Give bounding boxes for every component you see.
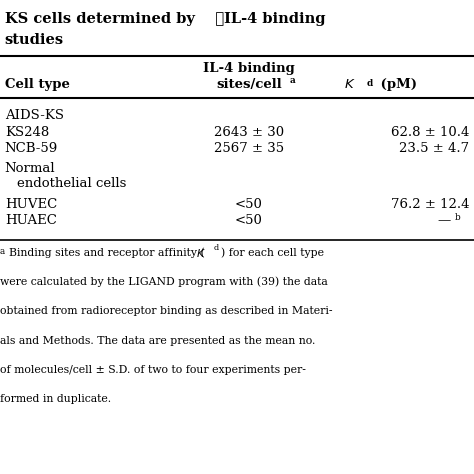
Text: als and Methods. The data are presented as the mean no.: als and Methods. The data are presented … — [0, 336, 315, 346]
Text: sites/cell: sites/cell — [216, 78, 282, 91]
Text: 2567 ± 35: 2567 ± 35 — [214, 142, 284, 155]
Text: d: d — [214, 244, 219, 252]
Text: a: a — [0, 247, 5, 256]
Text: studies: studies — [5, 33, 64, 47]
Text: 23.5 ± 4.7: 23.5 ± 4.7 — [399, 142, 469, 155]
Text: obtained from radioreceptor binding as described in Materi-: obtained from radioreceptor binding as d… — [0, 306, 332, 316]
Text: endothelial cells: endothelial cells — [17, 177, 126, 190]
Text: 2643 ± 30: 2643 ± 30 — [214, 126, 284, 138]
Text: KS cells determined by    ቛIL-4 binding: KS cells determined by ቛIL-4 binding — [5, 12, 325, 26]
Text: IL-4 binding: IL-4 binding — [203, 62, 295, 74]
Text: HUVEC: HUVEC — [5, 198, 57, 210]
Text: Normal: Normal — [5, 162, 55, 175]
Text: were calculated by the LIGAND program with (39) the data: were calculated by the LIGAND program wi… — [0, 277, 328, 287]
Text: <50: <50 — [235, 214, 263, 227]
Text: HUAEC: HUAEC — [5, 214, 56, 227]
Text: KS248: KS248 — [5, 126, 49, 138]
Text: $\mathit{K}$: $\mathit{K}$ — [344, 78, 355, 91]
Text: <50: <50 — [235, 198, 263, 210]
Text: —: — — [437, 214, 450, 227]
Text: Binding sites and receptor affinity (: Binding sites and receptor affinity ( — [9, 247, 204, 258]
Text: a: a — [289, 76, 295, 85]
Text: NCB-59: NCB-59 — [5, 142, 58, 155]
Text: d: d — [366, 79, 373, 88]
Text: Cell type: Cell type — [5, 78, 70, 91]
Text: (pM): (pM) — [376, 78, 417, 91]
Text: $\mathit{K}$: $\mathit{K}$ — [196, 247, 206, 259]
Text: b: b — [455, 213, 461, 222]
Text: ) for each cell type: ) for each cell type — [221, 247, 324, 258]
Text: 62.8 ± 10.4: 62.8 ± 10.4 — [391, 126, 469, 138]
Text: formed in duplicate.: formed in duplicate. — [0, 394, 111, 404]
Text: AIDS-KS: AIDS-KS — [5, 109, 64, 122]
Text: of molecules/cell ± S.D. of two to four experiments per-: of molecules/cell ± S.D. of two to four … — [0, 365, 306, 375]
Text: 76.2 ± 12.4: 76.2 ± 12.4 — [391, 198, 469, 210]
